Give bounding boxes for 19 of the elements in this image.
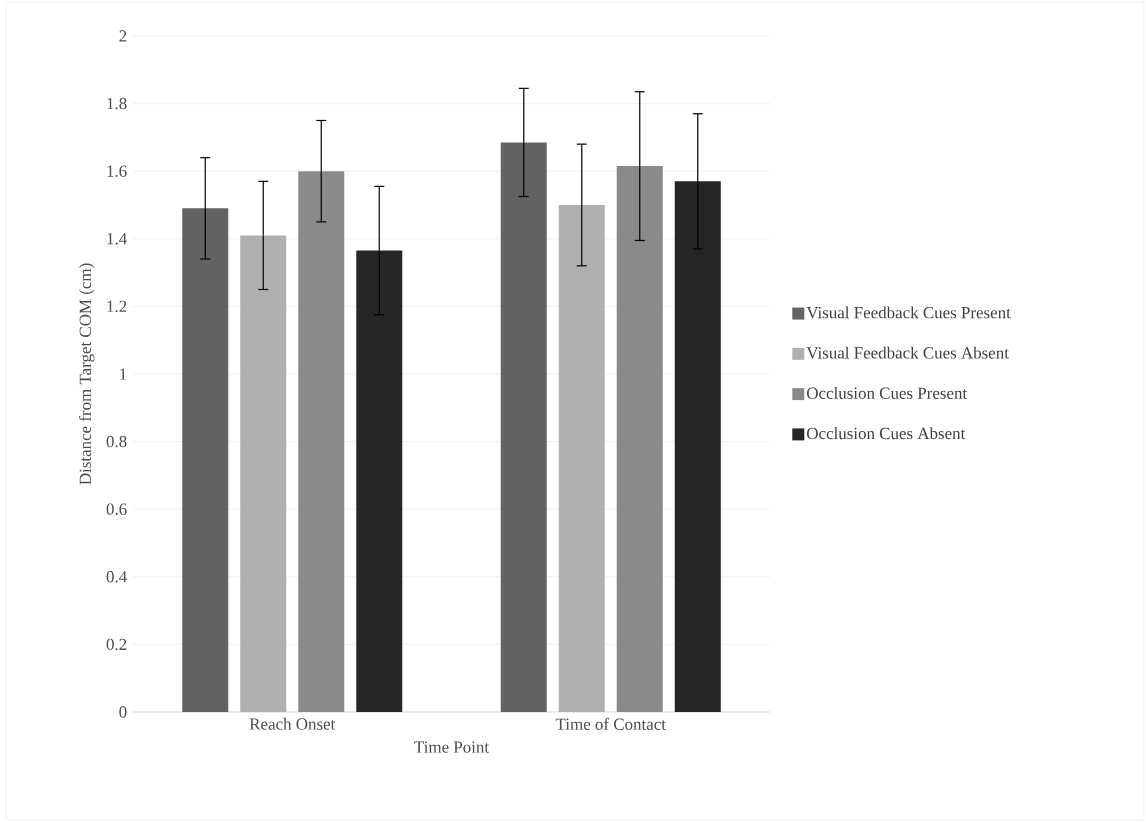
legend-label: Occlusion Cues Absent xyxy=(806,427,966,440)
y-tick-label: 1 xyxy=(120,368,127,380)
y-tick-label: 0.8 xyxy=(106,435,127,448)
y-tick-label: 1.4 xyxy=(107,233,127,245)
x-tick-label: Reach Onset xyxy=(249,717,336,730)
y-tick-label: 0.6 xyxy=(106,503,127,515)
y-tick-label: 1.6 xyxy=(107,165,127,177)
y-tick-label: 0.4 xyxy=(106,571,127,583)
x-axis-title: Time Point xyxy=(414,741,489,753)
y-tick-label: 1.8 xyxy=(107,97,127,110)
y-tick-label: 1.2 xyxy=(107,300,127,313)
legend-label: Visual Feedback Cues Present xyxy=(806,306,1011,319)
y-tick-label: 2 xyxy=(119,30,127,42)
y-tick-label: 0 xyxy=(119,706,127,718)
y-tick-label: 0.2 xyxy=(106,638,127,651)
legend-label: Visual Feedback Cues Absent xyxy=(806,346,1009,359)
legend-label: Occlusion Cues Present xyxy=(806,386,968,399)
y-axis-title: Distance from Target COM (cm) xyxy=(78,263,95,485)
x-tick-label: Time of Contact xyxy=(555,717,666,730)
